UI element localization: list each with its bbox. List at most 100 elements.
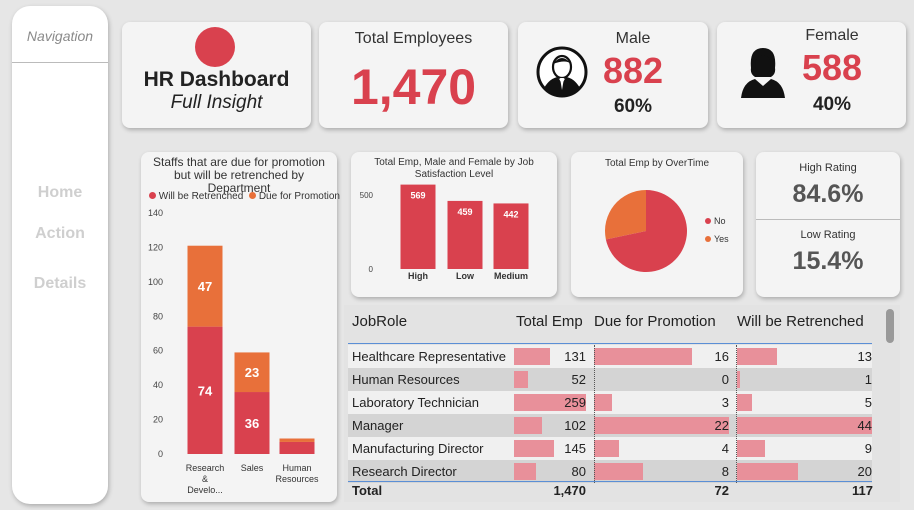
nav-item-details[interactable]: Details [33, 275, 87, 292]
promotion-cell: 16 [714, 349, 729, 364]
stacked-bar-segment[interactable] [279, 441, 315, 454]
table-row[interactable]: Research Director 80 8 20 [348, 460, 872, 483]
y-tick-label: 0 [158, 449, 163, 459]
job-satisfaction-chart-card: Total Emp, Male and Female by Job Satisf… [351, 152, 557, 297]
total-emp-cell: 80 [571, 464, 586, 479]
satisfaction-bar[interactable] [493, 203, 529, 269]
column-separator [736, 345, 737, 483]
retrenched-cell: 44 [857, 418, 872, 433]
data-label: 442 [503, 209, 518, 219]
retrenched-bar [737, 394, 752, 411]
total-label: Total [352, 483, 383, 498]
stacked-bar-segment[interactable] [234, 392, 270, 454]
female-value: 588 [801, 47, 863, 88]
header-underline [348, 343, 872, 344]
male-card: Male 882 60% [518, 22, 708, 128]
overtime-pie-chart: No Yes [605, 190, 729, 272]
table-row[interactable]: Manufacturing Director 145 4 9 [348, 437, 872, 460]
promotion-retrenched-chart-card: Staffs that are due for promotion but wi… [141, 152, 340, 502]
y-tick-label: 60 [153, 346, 163, 356]
total-employees-label: Total Employees [354, 30, 473, 47]
rating-card: High Rating 84.6% Low Rating 15.4% [756, 152, 900, 297]
retrenched-cell: 1 [864, 372, 872, 387]
chart3-title: Total Emp by OverTime [604, 158, 710, 169]
job-satisfaction-bar-chart: 0 500 569 High 459 Low 442 Medium [360, 184, 529, 281]
table-row[interactable]: Healthcare Representative 131 16 13 [348, 345, 872, 368]
x-tick-label: Resources [275, 474, 319, 484]
high-rating-value: 84.6% [792, 180, 864, 208]
pie-slice[interactable] [605, 190, 687, 272]
pie-slice[interactable] [605, 190, 646, 240]
female-label: Female [805, 27, 859, 44]
y-tick-label: 20 [153, 415, 163, 425]
nav-item-home[interactable]: Home [37, 184, 83, 201]
total-emp-bar [514, 440, 554, 457]
chart1-title: Staffs that are due for promotion but wi… [153, 155, 325, 195]
promotion-bar [594, 417, 729, 434]
data-label: 23 [245, 365, 259, 380]
male-label: Male [615, 30, 651, 47]
data-label: 569 [410, 191, 425, 201]
jobrole-cell: Manufacturing Director [352, 441, 484, 456]
stacked-bar-segment[interactable] [234, 352, 270, 393]
x-tick-label: Medium [494, 271, 528, 281]
satisfaction-bar[interactable] [400, 184, 436, 269]
retrenched-bar [737, 348, 777, 365]
header-jobrole[interactable]: JobRole [352, 313, 408, 330]
y-tick-label: 500 [360, 191, 374, 200]
promotion-cell: 4 [721, 441, 729, 456]
logo-circle-icon [195, 27, 235, 67]
total-emp-sum: 1,470 [553, 483, 586, 498]
female-avatar-icon [741, 48, 785, 98]
y-tick-label: 120 [148, 242, 163, 252]
data-label: 74 [198, 383, 213, 398]
promotion-bar [594, 348, 692, 365]
promotion-cell: 22 [714, 418, 729, 433]
stacked-bar-segment[interactable] [187, 326, 223, 454]
jobrole-cell: Research Director [352, 464, 457, 479]
title-card: HR Dashboard Full Insight [122, 22, 311, 128]
stacked-bar-segment[interactable] [279, 438, 315, 442]
legend-dot-promotion-icon [249, 192, 257, 199]
x-tick-label: Low [456, 271, 475, 281]
total-emp-cell: 131 [564, 349, 586, 364]
pie-legend-label: No [714, 216, 726, 226]
retrenched-bar [737, 417, 872, 434]
pie-legend-dot-icon [705, 218, 711, 224]
female-percent: 40% [812, 94, 852, 115]
total-emp-bar [514, 348, 550, 365]
total-emp-bar [514, 371, 528, 388]
stacked-bar-segment[interactable] [187, 245, 223, 327]
x-tick-label: Develo... [187, 485, 223, 495]
total-emp-bar [514, 417, 542, 434]
legend-dot-retrenched-icon [149, 192, 156, 199]
total-employees-card: Total Employees 1,470 [319, 22, 508, 128]
nav-item-action[interactable]: Action [35, 225, 85, 242]
total-emp-cell: 52 [571, 372, 586, 387]
table-row[interactable]: Manager 102 22 44 [348, 414, 872, 437]
satisfaction-bar[interactable] [447, 200, 483, 269]
table-row[interactable]: Laboratory Technician 259 3 5 [348, 391, 872, 414]
retrenched-bar [737, 371, 740, 388]
total-emp-bar [514, 394, 586, 411]
jobrole-cell: Manager [352, 418, 404, 433]
dashboard-title: HR Dashboard [143, 68, 290, 91]
total-promotion-sum: 72 [714, 483, 729, 498]
retrenched-cell: 20 [857, 464, 872, 479]
dashboard-subtitle: Full Insight [170, 92, 263, 113]
table-row[interactable]: Human Resources 52 0 1 [348, 368, 872, 391]
x-tick-label: Sales [241, 463, 264, 473]
jobrole-cell: Laboratory Technician [352, 395, 479, 410]
retrenched-cell: 13 [857, 349, 872, 364]
header-due-promotion[interactable]: Due for Promotion [594, 313, 716, 330]
low-rating-label: Low Rating [800, 229, 856, 241]
header-will-retrenched[interactable]: Will be Retrenched [737, 313, 864, 330]
stacked-bar-chart: 0 20 40 60 80 100 120 140 74 47 Research&Develo...… [148, 208, 319, 495]
header-total-emp[interactable]: Total Emp [516, 313, 583, 330]
overtime-chart-card: Total Emp by OverTime No Yes [571, 152, 743, 297]
column-separator [594, 345, 595, 483]
male-avatar-icon [536, 46, 588, 98]
table-scrollbar-thumb[interactable] [886, 309, 894, 343]
retrenched-bar [737, 463, 798, 480]
legend-retrenched: Will be Retrenched [158, 191, 244, 202]
